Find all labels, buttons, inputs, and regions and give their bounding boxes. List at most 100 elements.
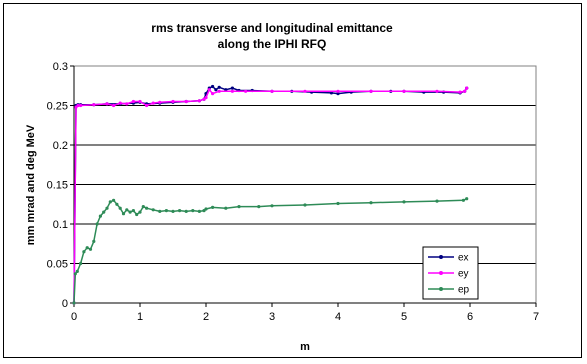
data-point-ep: [237, 205, 241, 209]
data-point-ey: [92, 103, 96, 107]
data-point-ep: [158, 209, 162, 213]
data-point-ey: [76, 103, 80, 108]
x-tick-label: 1: [137, 311, 143, 323]
data-point-ep: [95, 222, 99, 226]
data-point-ep: [79, 261, 83, 266]
y-tick-label: 0.15: [47, 180, 68, 192]
data-point-ex: [329, 91, 333, 95]
x-tick-label: 4: [335, 311, 341, 323]
data-point-ey: [217, 89, 221, 93]
series-line-ey: [73, 87, 468, 304]
data-series: [72, 84, 469, 305]
data-point-ey: [197, 99, 201, 103]
data-point-ep: [92, 239, 96, 243]
data-point-ex: [224, 88, 228, 92]
data-point-ey: [270, 89, 274, 93]
data-point-ey: [211, 92, 215, 96]
data-point-ep: [465, 197, 469, 201]
data-point-ep: [85, 246, 89, 250]
x-tick-label: 2: [203, 311, 209, 323]
data-point-ep: [125, 208, 129, 212]
data-point-ep: [75, 269, 79, 273]
data-point-ey: [171, 99, 175, 104]
data-point-ep: [82, 250, 86, 254]
data-point-ep: [128, 210, 132, 214]
x-axis-title: m: [300, 341, 310, 353]
data-point-ep: [105, 206, 109, 210]
data-point-ep: [461, 198, 465, 202]
data-point-ex: [211, 84, 215, 89]
data-point-ey: [204, 96, 208, 100]
data-point-ep: [191, 209, 195, 213]
data-point-ey: [158, 100, 162, 104]
data-point-ey: [230, 89, 234, 93]
data-point-ey: [131, 99, 135, 104]
y-tick-label: 0.2: [53, 140, 68, 152]
data-point-ey: [112, 103, 116, 108]
data-point-ey: [336, 89, 340, 93]
x-tick-label: 0: [71, 311, 77, 323]
data-point-ey: [125, 102, 129, 106]
data-point-ep: [178, 209, 182, 213]
data-point-ex: [230, 86, 234, 90]
data-point-ey: [184, 99, 188, 104]
data-point-ey: [79, 103, 83, 108]
data-point-ep: [270, 204, 274, 208]
data-point-ex: [214, 88, 218, 92]
data-point-ey: [244, 89, 248, 93]
data-point-ep: [164, 209, 168, 213]
data-point-ep: [369, 201, 373, 205]
x-tick-label: 5: [401, 311, 407, 323]
y-tick-label: 0.1: [53, 219, 68, 231]
chart-title-line-1: rms transverse and longitudinal emittanc…: [151, 21, 393, 35]
data-point-ey: [465, 86, 469, 90]
data-point-ep: [131, 209, 135, 213]
y-tick-label: 0: [62, 298, 68, 310]
data-point-ep: [151, 208, 155, 212]
series-line-ex: [73, 85, 468, 304]
data-point-ep: [211, 205, 215, 209]
data-point-ey: [458, 90, 462, 94]
data-point-ep: [115, 202, 119, 206]
data-point-ey: [207, 88, 211, 92]
legend-label-ep: ep: [458, 285, 470, 296]
data-point-ep: [102, 210, 106, 214]
data-point-ep: [402, 200, 406, 204]
chart-title-line-2: along the IPHI RFQ: [218, 37, 327, 51]
data-point-ep: [121, 212, 126, 216]
data-point-ep: [435, 199, 439, 203]
y-tick-label: 0.3: [53, 61, 68, 73]
data-point-ep: [197, 209, 201, 213]
legend-marker-ey: [439, 271, 443, 275]
data-point-ep: [204, 207, 208, 211]
data-point-ep: [135, 212, 139, 217]
legend-label-ey: ey: [458, 269, 469, 280]
data-point-ey: [138, 99, 142, 104]
data-point-ex: [336, 92, 340, 96]
data-point-ep: [118, 206, 122, 210]
data-point-ep: [88, 247, 93, 251]
data-point-ep: [141, 205, 145, 209]
data-point-ey: [435, 89, 439, 93]
chart-frame: [3, 3, 582, 358]
data-point-ep: [73, 272, 77, 276]
data-point-ep: [184, 209, 188, 213]
y-axis-title: mm mrad and deg MeV: [25, 124, 37, 245]
data-point-ey: [145, 103, 149, 108]
legend-marker-ep: [439, 287, 443, 291]
data-point-ep: [145, 206, 149, 210]
legend: ex ey ep: [422, 246, 479, 300]
data-point-ep: [138, 210, 142, 214]
data-point-ep: [303, 203, 307, 207]
data-point-ex: [217, 85, 221, 89]
axes: 0 0.05 0.1 0.15 0.2 0.25 0.3 0 1 2 3 4 5 6 7: [47, 61, 539, 323]
x-tick-label: 3: [269, 311, 275, 323]
y-tick-label: 0.05: [47, 259, 68, 271]
data-point-ey: [369, 89, 373, 93]
data-point-ey: [463, 89, 467, 93]
data-point-ey: [118, 101, 122, 105]
data-point-ey: [303, 89, 307, 93]
data-point-ey: [105, 102, 109, 106]
data-point-ep: [72, 301, 76, 305]
